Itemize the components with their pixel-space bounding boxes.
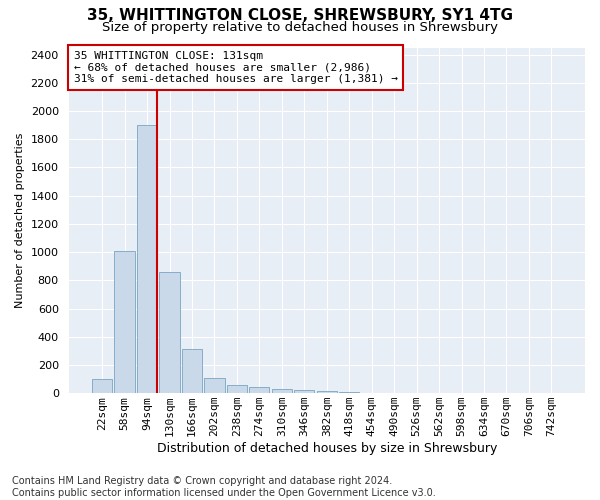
Y-axis label: Number of detached properties: Number of detached properties bbox=[15, 132, 25, 308]
Bar bbox=[227, 384, 247, 393]
Text: 35 WHITTINGTON CLOSE: 131sqm
← 68% of detached houses are smaller (2,986)
31% of: 35 WHITTINGTON CLOSE: 131sqm ← 68% of de… bbox=[74, 51, 398, 84]
Bar bbox=[137, 125, 157, 393]
Bar bbox=[249, 387, 269, 393]
Bar bbox=[272, 389, 292, 393]
Bar bbox=[182, 350, 202, 393]
Bar bbox=[317, 391, 337, 393]
Bar bbox=[294, 390, 314, 393]
X-axis label: Distribution of detached houses by size in Shrewsbury: Distribution of detached houses by size … bbox=[157, 442, 497, 455]
Text: Contains HM Land Registry data © Crown copyright and database right 2024.
Contai: Contains HM Land Registry data © Crown c… bbox=[12, 476, 436, 498]
Bar bbox=[205, 378, 224, 393]
Bar bbox=[92, 379, 112, 393]
Text: 35, WHITTINGTON CLOSE, SHREWSBURY, SY1 4TG: 35, WHITTINGTON CLOSE, SHREWSBURY, SY1 4… bbox=[87, 8, 513, 22]
Text: Size of property relative to detached houses in Shrewsbury: Size of property relative to detached ho… bbox=[102, 21, 498, 34]
Bar bbox=[160, 272, 179, 393]
Bar bbox=[115, 250, 134, 393]
Bar bbox=[339, 392, 359, 393]
